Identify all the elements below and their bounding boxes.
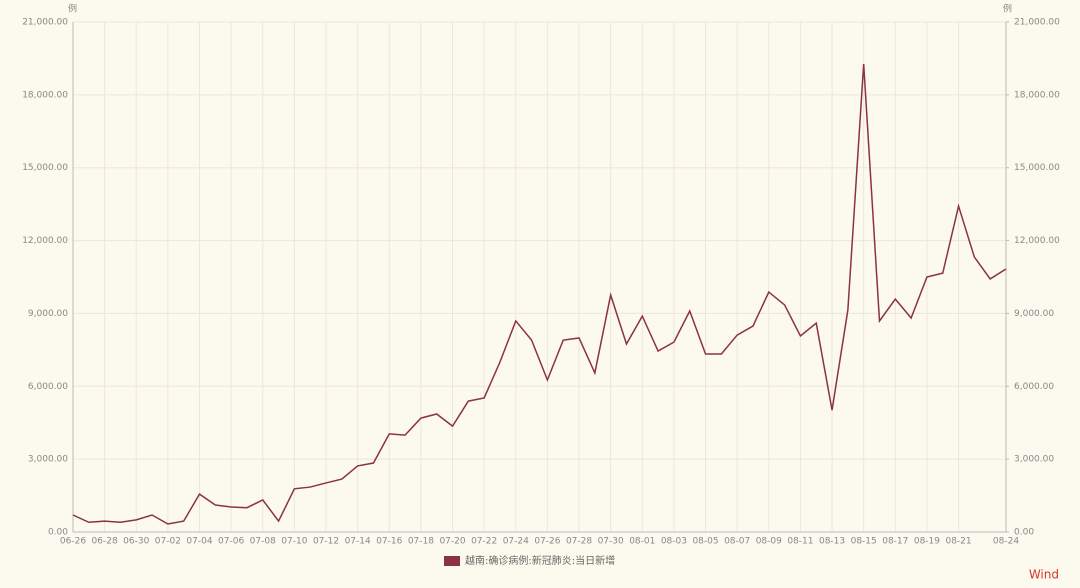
y2-tick-label: 21,000.00 bbox=[1014, 18, 1060, 28]
x-tick-label: 07-12 bbox=[313, 537, 339, 547]
x-tick-label: 08-09 bbox=[756, 537, 782, 547]
x-tick-label: 07-10 bbox=[281, 537, 307, 547]
x-tick-label: 08-19 bbox=[914, 537, 940, 547]
x-tick-label: 07-04 bbox=[186, 537, 212, 547]
x-tick-label: 07-22 bbox=[471, 537, 497, 547]
x-tick-label: 07-28 bbox=[566, 537, 592, 547]
y-tick-label: 12,000.00 bbox=[22, 236, 68, 246]
y2-tick-label: 18,000.00 bbox=[1014, 90, 1060, 100]
x-tick-label: 08-11 bbox=[787, 537, 813, 547]
x-tick-label: 08-17 bbox=[882, 537, 908, 547]
y-tick-label: 15,000.00 bbox=[22, 163, 68, 173]
x-tick-label: 08-24 bbox=[993, 537, 1019, 547]
x-tick-label: 08-15 bbox=[851, 537, 877, 547]
x-tick-label: 07-18 bbox=[408, 537, 434, 547]
x-tick-label: 06-30 bbox=[123, 537, 149, 547]
y-tick-label: 21,000.00 bbox=[22, 18, 68, 28]
x-tick-label: 07-02 bbox=[155, 537, 181, 547]
y2-tick-label: 3,000.00 bbox=[1014, 455, 1054, 465]
x-tick-label: 08-01 bbox=[629, 537, 655, 547]
y2-axis-unit: 例 bbox=[1003, 3, 1012, 15]
x-tick-label: 07-26 bbox=[534, 537, 560, 547]
y-tick-label: 3,000.00 bbox=[28, 455, 68, 465]
x-tick-label: 07-20 bbox=[439, 537, 465, 547]
line bbox=[72, 63, 1007, 525]
x-tick-label: 08-05 bbox=[692, 537, 718, 547]
x-tick-label: 07-24 bbox=[503, 537, 529, 547]
y2-tick-label: 12,000.00 bbox=[1014, 236, 1060, 246]
x-tick-label: 07-14 bbox=[345, 537, 371, 547]
y-axis-unit: 例 bbox=[68, 3, 77, 15]
x-tick-label: 06-28 bbox=[92, 537, 118, 547]
y2-tick-label: 15,000.00 bbox=[1014, 163, 1060, 173]
x-tick-label: 06-26 bbox=[60, 537, 86, 547]
x-tick-label: 07-30 bbox=[598, 537, 624, 547]
y-tick-label: 6,000.00 bbox=[28, 382, 68, 392]
legend-swatch bbox=[444, 556, 460, 566]
y2-tick-label: 0.00 bbox=[1014, 528, 1034, 538]
y-tick-label: 9,000.00 bbox=[28, 309, 68, 319]
y2-tick-label: 6,000.00 bbox=[1014, 382, 1054, 392]
y-tick-label: 18,000.00 bbox=[22, 90, 68, 100]
x-tick-label: 07-08 bbox=[250, 537, 276, 547]
y2-tick-label: 9,000.00 bbox=[1014, 309, 1054, 319]
x-tick-label: 08-07 bbox=[724, 537, 750, 547]
x-tick-label: 08-13 bbox=[819, 537, 845, 547]
y-tick-label: 0.00 bbox=[48, 528, 68, 538]
watermark: Wind bbox=[1029, 568, 1059, 582]
legend-label: 越南:确诊病例:新冠肺炎:当日新增 bbox=[465, 554, 615, 567]
x-tick-label: 08-03 bbox=[661, 537, 687, 547]
x-tick-label: 07-06 bbox=[218, 537, 244, 547]
x-tick-label: 07-16 bbox=[376, 537, 402, 547]
x-tick-label: 08-21 bbox=[945, 537, 971, 547]
